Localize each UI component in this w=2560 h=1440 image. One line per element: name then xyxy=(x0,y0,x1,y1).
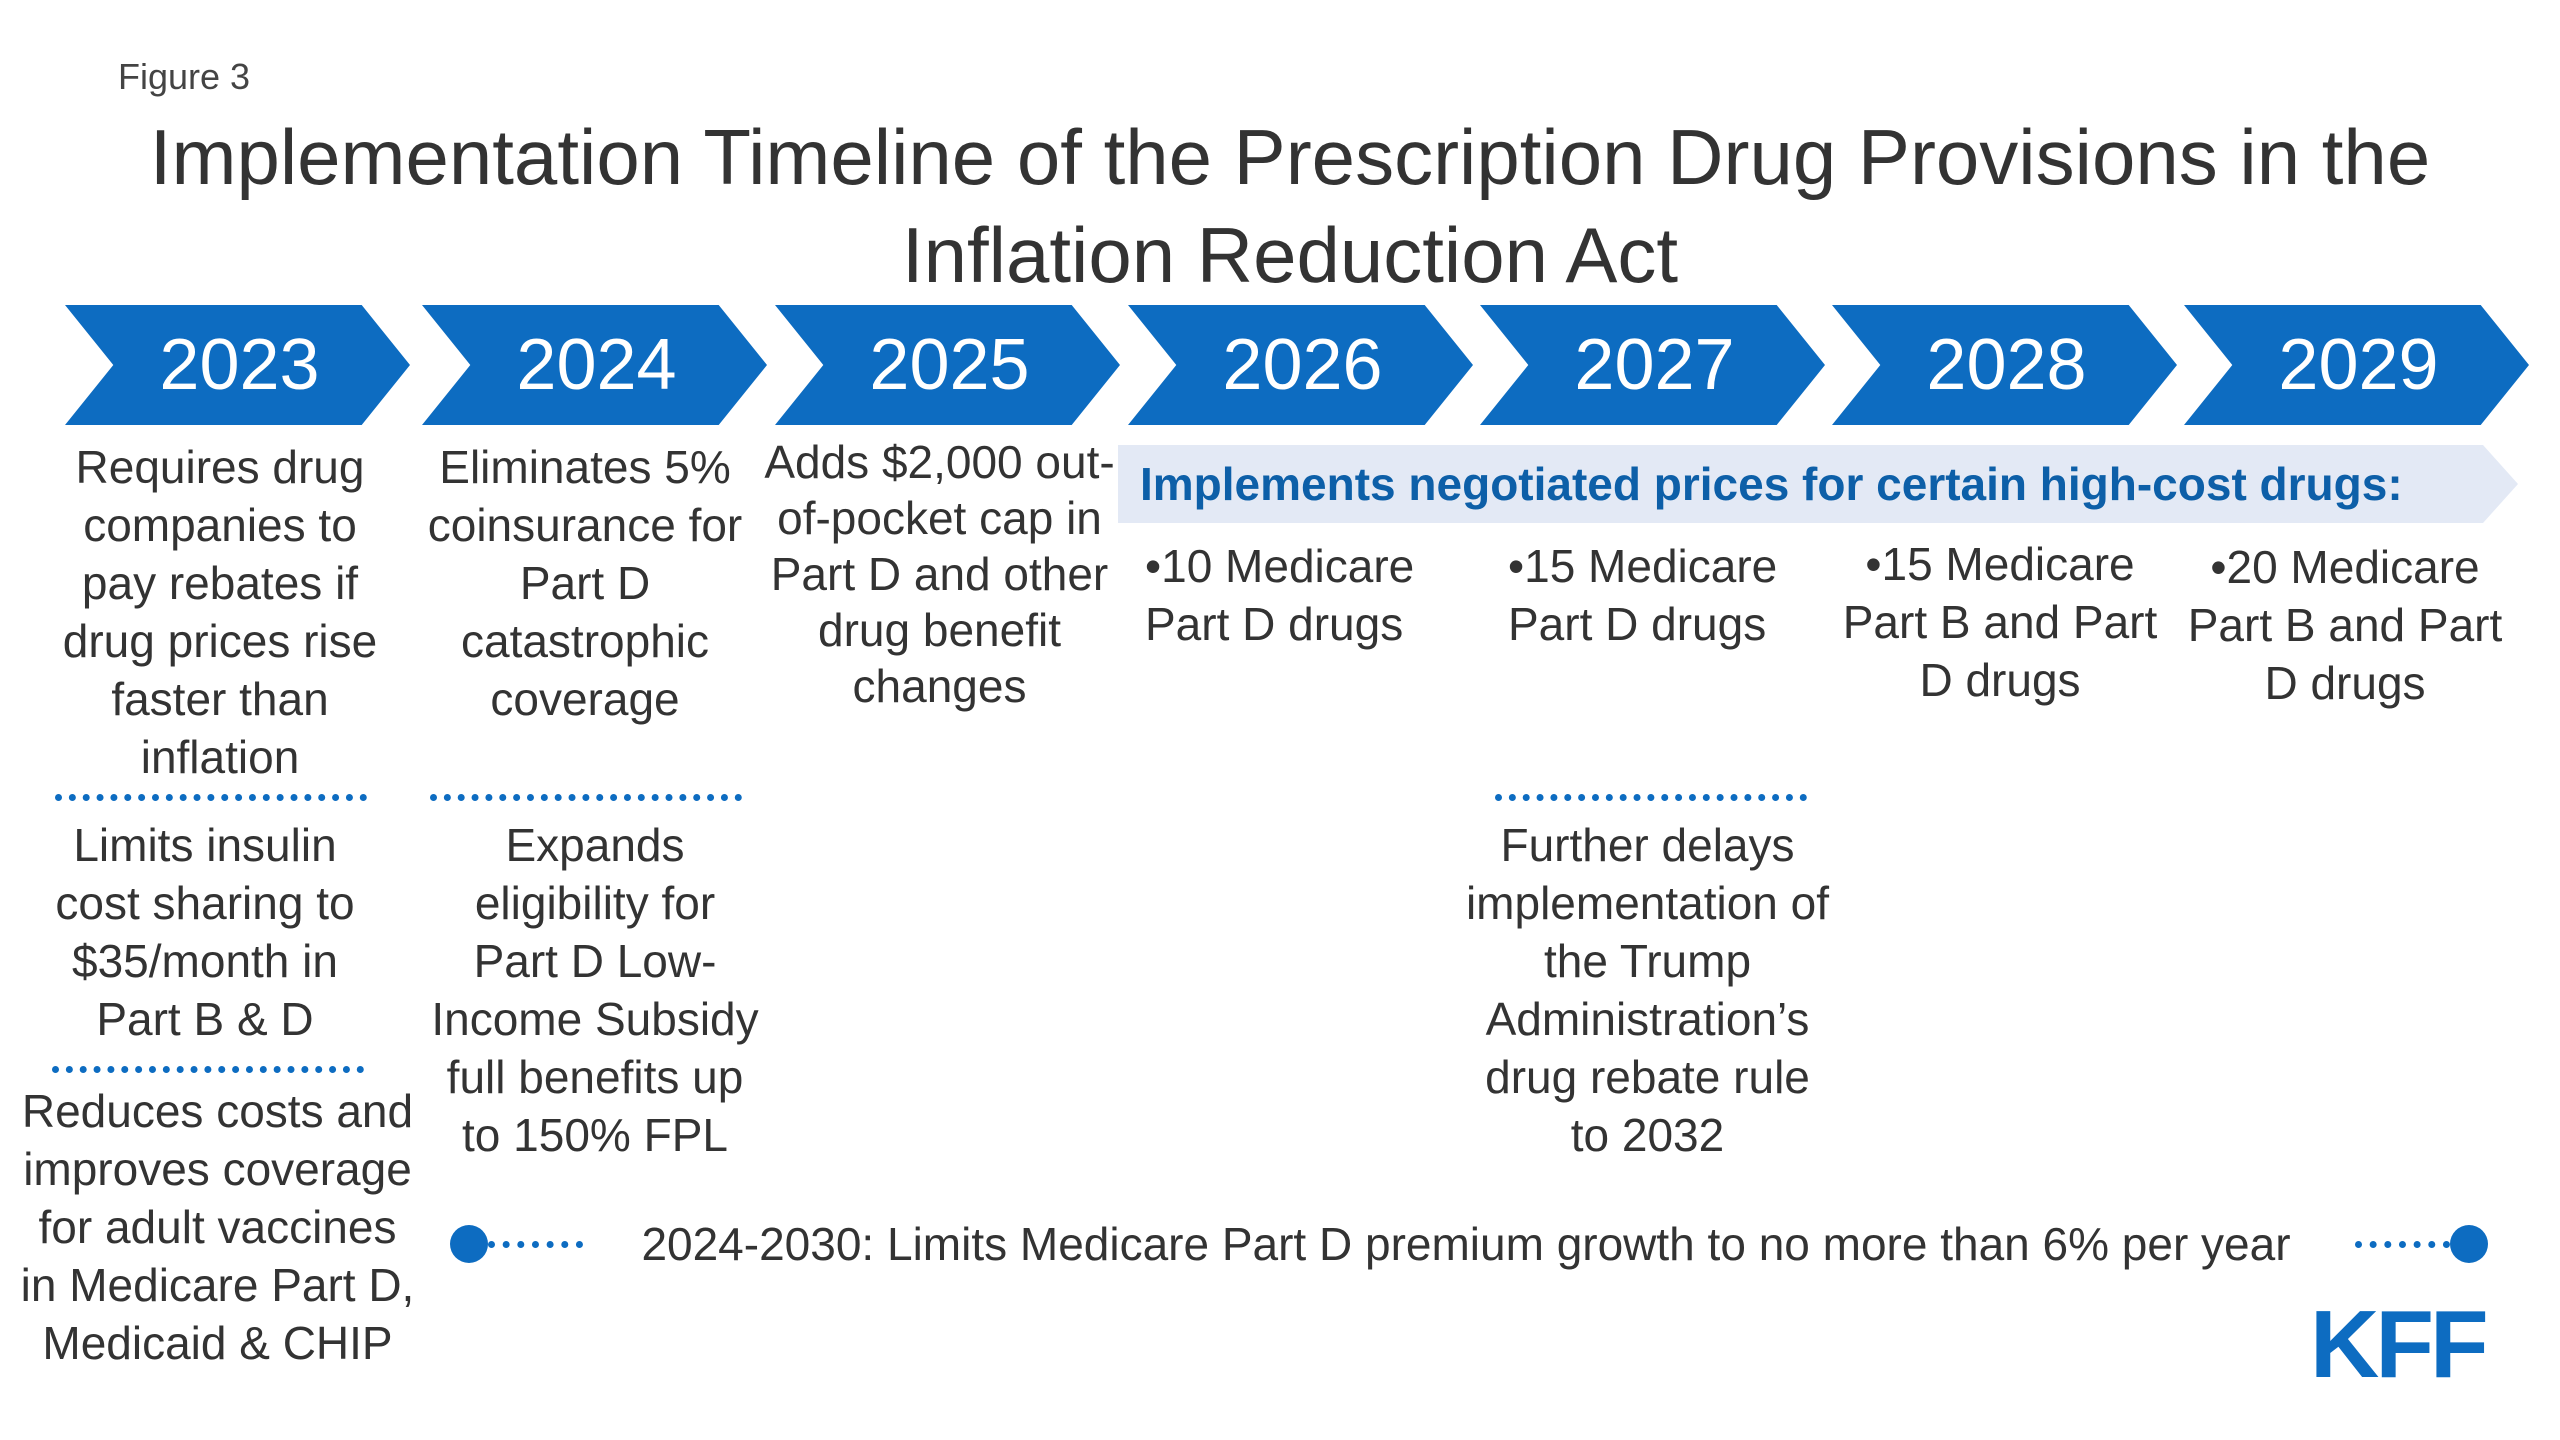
negotiation-banner: Implements negotiated prices for certain… xyxy=(1118,445,2518,523)
provision-2023-rebates: Requires drug companies to pay rebates i… xyxy=(62,441,378,783)
bar-start-dot xyxy=(450,1225,488,1263)
bar-dotted-line-left xyxy=(488,1241,583,1248)
chevron-2028: 2028 xyxy=(1832,305,2177,425)
year-label: 2025 xyxy=(869,325,1030,405)
chevron-2027: 2027 xyxy=(1480,305,1825,425)
negotiation-2029: •20 Medicare Part B and Part D drugs xyxy=(2187,541,2503,709)
year-label: 2028 xyxy=(1926,325,2087,405)
chevron-2026: 2026 xyxy=(1128,305,1473,425)
banner-text: Implements negotiated prices for certain… xyxy=(1140,458,2403,510)
negotiation-2027: •15 Medicare Part D drugs xyxy=(1508,540,1778,650)
chevron-2025: 2025 xyxy=(775,305,1120,425)
kff-logo: KFF xyxy=(2310,1291,2489,1398)
bar-dotted-line-right xyxy=(2355,1241,2450,1248)
year-label: 2027 xyxy=(1574,325,1735,405)
dotted-divider xyxy=(430,794,742,801)
dotted-divider xyxy=(52,1066,364,1073)
premium-growth-text: 2024-2030: Limits Medicare Part D premiu… xyxy=(641,1218,2291,1270)
page-title: Implementation Timeline of the Prescript… xyxy=(149,113,2431,299)
negotiation-2028: •15 Medicare Part B and Part D drugs xyxy=(1842,538,2158,706)
year-label: 2026 xyxy=(1222,325,1383,405)
chevron-2029: 2029 xyxy=(2184,305,2529,425)
chevron-2023: 2023 xyxy=(65,305,410,425)
provision-2025-cap: Adds $2,000 out-of-pocket cap in Part D … xyxy=(764,436,1115,712)
provision-2023-vaccines: Reduces costs and improves coverage for … xyxy=(20,1085,415,1369)
provision-2024-coinsurance: Eliminates 5% coinsurance for Part D cat… xyxy=(427,441,743,725)
chevron-2024: 2024 xyxy=(422,305,767,425)
dotted-divider xyxy=(1495,794,1807,801)
provision-2024-lis: Expands eligibility for Part D Low-Incom… xyxy=(431,819,759,1161)
year-label: 2024 xyxy=(516,325,677,405)
year-label: 2029 xyxy=(2278,325,2439,405)
dotted-divider xyxy=(55,794,367,801)
provision-2027-rebate-rule: Further delays implementation of the Tru… xyxy=(1465,819,1830,1161)
year-label: 2023 xyxy=(159,325,320,405)
bar-end-dot xyxy=(2450,1225,2488,1263)
figure-label: Figure 3 xyxy=(118,56,251,97)
negotiation-2026: •10 Medicare Part D drugs xyxy=(1145,540,1415,650)
provision-2023-insulin: Limits insulin cost sharing to $35/month… xyxy=(55,819,355,1045)
